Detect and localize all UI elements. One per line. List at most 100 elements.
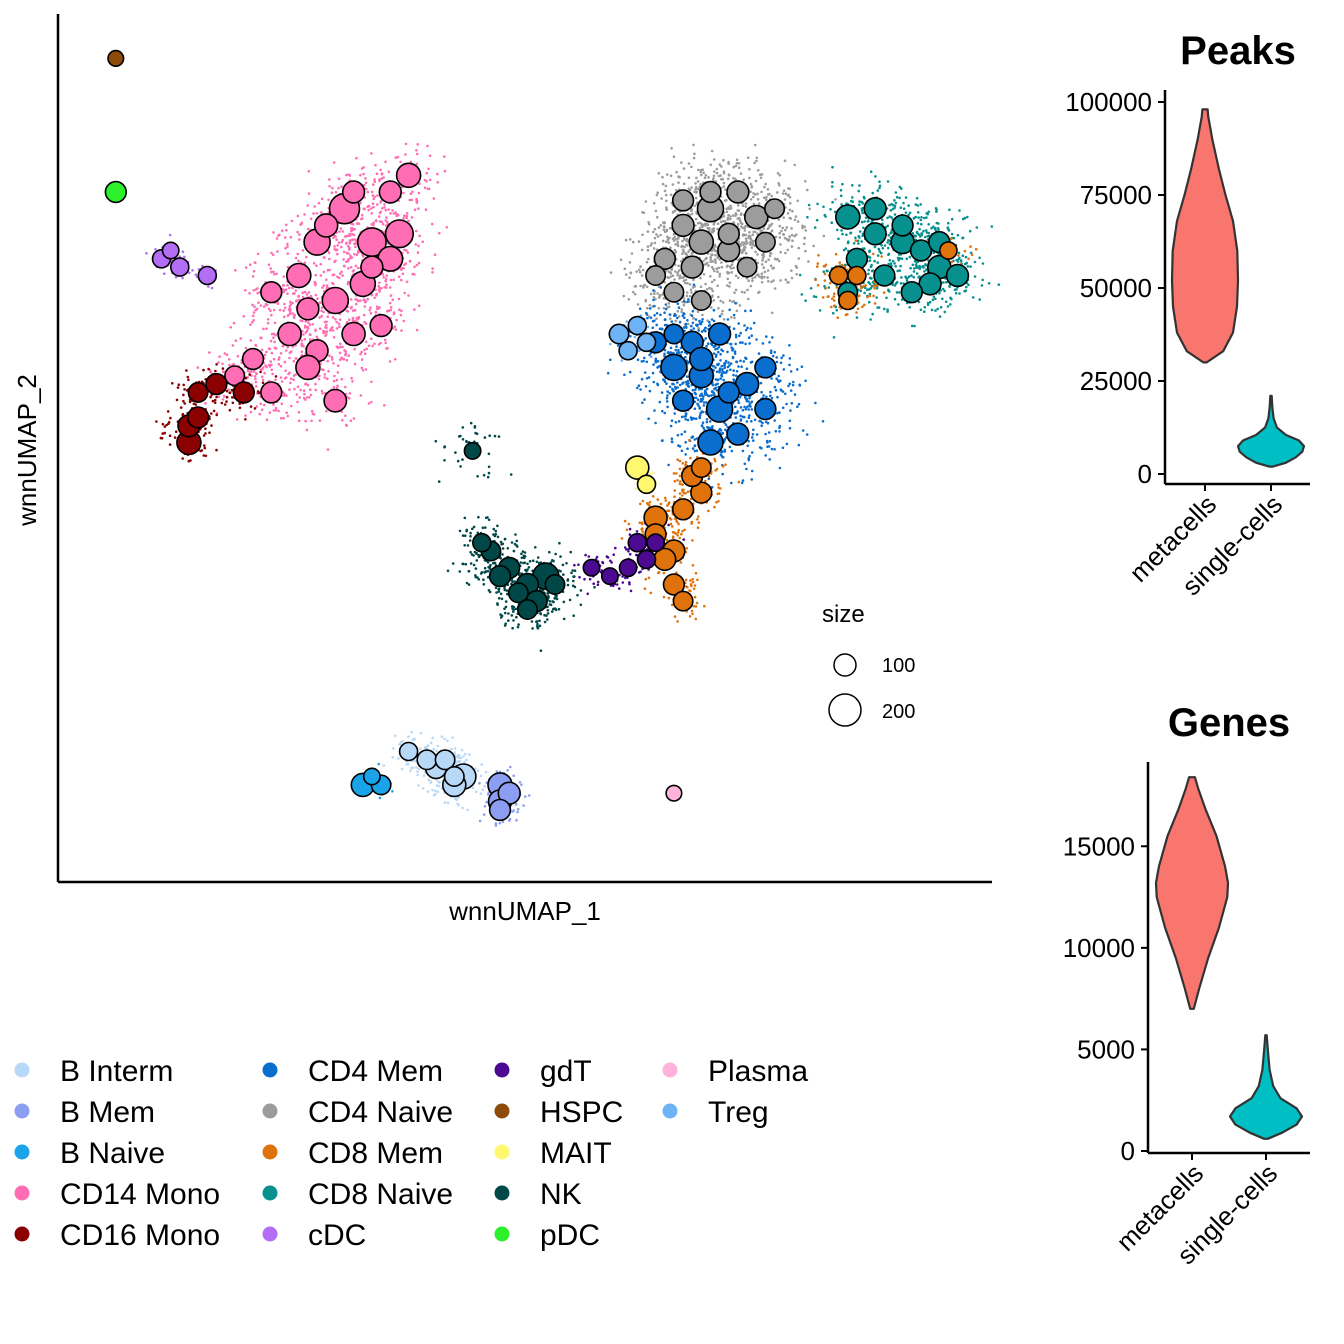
cell-point-cd8-naive [832,336,836,339]
cell-point-cd4-mem [773,385,777,389]
cell-point-cd8-naive [941,297,944,301]
cell-point-cd14-mono [364,368,368,371]
cell-point-cd14-mono [300,339,304,342]
cell-point-cd4-naive [731,214,735,217]
cell-point-cd14-mono [392,212,396,215]
cell-point-cd14-mono [309,388,312,392]
cell-point-cd8-naive [948,208,951,212]
cell-point-cd8-naive [861,234,864,238]
cell-point-cd14-mono [346,234,350,238]
cell-point-cd4-naive [786,212,790,215]
cell-point-cd14-mono [251,275,255,278]
cell-point-cd14-mono [341,238,345,242]
cell-point-cd14-mono [380,177,384,180]
cell-point-cd4-mem [789,389,793,392]
cell-point-cd4-naive [794,264,798,268]
cell-point-cd14-mono [273,273,276,276]
cell-point-cd8-naive [916,204,920,207]
cell-point-cd14-mono [366,190,370,194]
cell-point-cd8-naive [868,292,872,296]
cell-point-cd16-mono [183,388,186,391]
cell-point-cd14-mono [362,254,365,258]
cell-point-cd14-mono [388,301,392,305]
cell-point-cd4-naive [734,274,738,278]
cell-point-cd8-naive [910,324,914,328]
cell-point-cd4-mem [663,311,666,315]
cell-point-cd14-mono [397,297,401,301]
cell-point-cd14-mono [397,275,401,279]
cell-point-cd14-mono [306,204,310,207]
cell-point-cd4-mem [709,426,712,430]
cell-point-cd4-naive [753,275,757,279]
cell-point-cd4-naive [619,258,623,262]
cell-point-cd16-mono [182,393,185,397]
cell-point-cd14-mono [303,290,307,294]
cell-point-cd8-naive [860,240,863,243]
cell-point-cd8-mem [659,502,663,506]
cell-point-cd4-naive [704,257,707,261]
cell-point-cd14-mono [311,323,315,326]
cell-point-cd4-naive [744,205,748,208]
cell-point-cd14-mono [260,348,264,352]
cell-point-cd4-mem [745,367,749,371]
cell-point-cd4-naive [663,189,667,193]
cell-point-cd16-mono [215,395,218,399]
cell-point-cd4-naive [705,288,709,291]
cell-point-cd14-mono [343,235,347,238]
cell-point-cd4-mem [690,324,693,328]
cell-point-cd4-naive [743,226,746,229]
cell-point-cd4-mem [788,344,791,347]
cell-point-cd4-naive [748,231,751,234]
cell-point-cd14-mono [322,310,325,314]
cell-point-cd14-mono [391,298,395,302]
cell-point-cd8-naive [831,311,835,315]
cell-point-cd4-naive [778,173,782,177]
cell-point-cd16-mono [209,395,212,399]
cell-point-cd4-naive [742,241,746,244]
cell-point-cd4-mem [606,371,610,375]
cell-point-cd4-naive [690,212,694,216]
cell-point-cd4-naive [719,299,722,303]
cell-point-cd14-mono [381,222,385,226]
cell-point-cd14-mono [341,230,345,233]
cell-point-cd8-naive [914,203,918,206]
cell-point-cd14-mono [354,302,358,306]
cell-point-cd4-mem [682,326,686,329]
cell-point-cd14-mono [267,363,271,367]
cell-point-cd8-naive [930,308,934,312]
cell-point-cd4-mem [764,432,767,436]
cell-point-cd4-mem [699,397,703,401]
cell-point-cd4-mem [691,321,695,325]
cell-point-cd14-mono [370,223,374,226]
cell-point-cd4-naive [788,208,792,212]
cell-point-cd4-naive [808,207,811,211]
cell-point-cd14-mono [280,229,284,233]
cell-point-cd4-naive [693,190,696,194]
cell-point-cd14-mono [304,331,308,334]
cell-point-cd8-naive [827,286,831,289]
cell-point-cd4-mem [674,387,677,390]
cell-point-cd8-naive [911,232,915,235]
cell-point-cd16-mono [169,416,172,420]
cell-point-cd8-naive [918,275,921,278]
cell-point-cd4-naive [697,326,700,330]
cell-point-cd8-naive [894,265,897,268]
cell-point-cd14-mono [320,368,324,371]
cell-point-cd8-naive [895,281,899,284]
cell-point-cd14-mono [295,393,299,396]
cell-point-cd8-naive [907,204,910,207]
cell-point-cd14-mono [248,291,251,295]
cell-point-cd14-mono [363,352,367,356]
cell-point-cd14-mono [267,347,271,350]
cell-point-cd14-mono [282,290,286,294]
cell-point-cd4-mem [718,315,722,318]
cell-point-cd14-mono [291,312,294,315]
cell-point-cd4-naive [756,232,759,235]
cell-point-cd4-naive [678,277,681,280]
cell-point-cd4-naive [804,180,807,183]
cell-point-cd4-naive [780,229,783,233]
cell-point-cd8-naive [881,218,884,222]
cell-point-cd4-naive [822,234,826,238]
cell-point-cd8-naive [870,263,873,267]
cell-point-cd14-mono [321,286,324,289]
